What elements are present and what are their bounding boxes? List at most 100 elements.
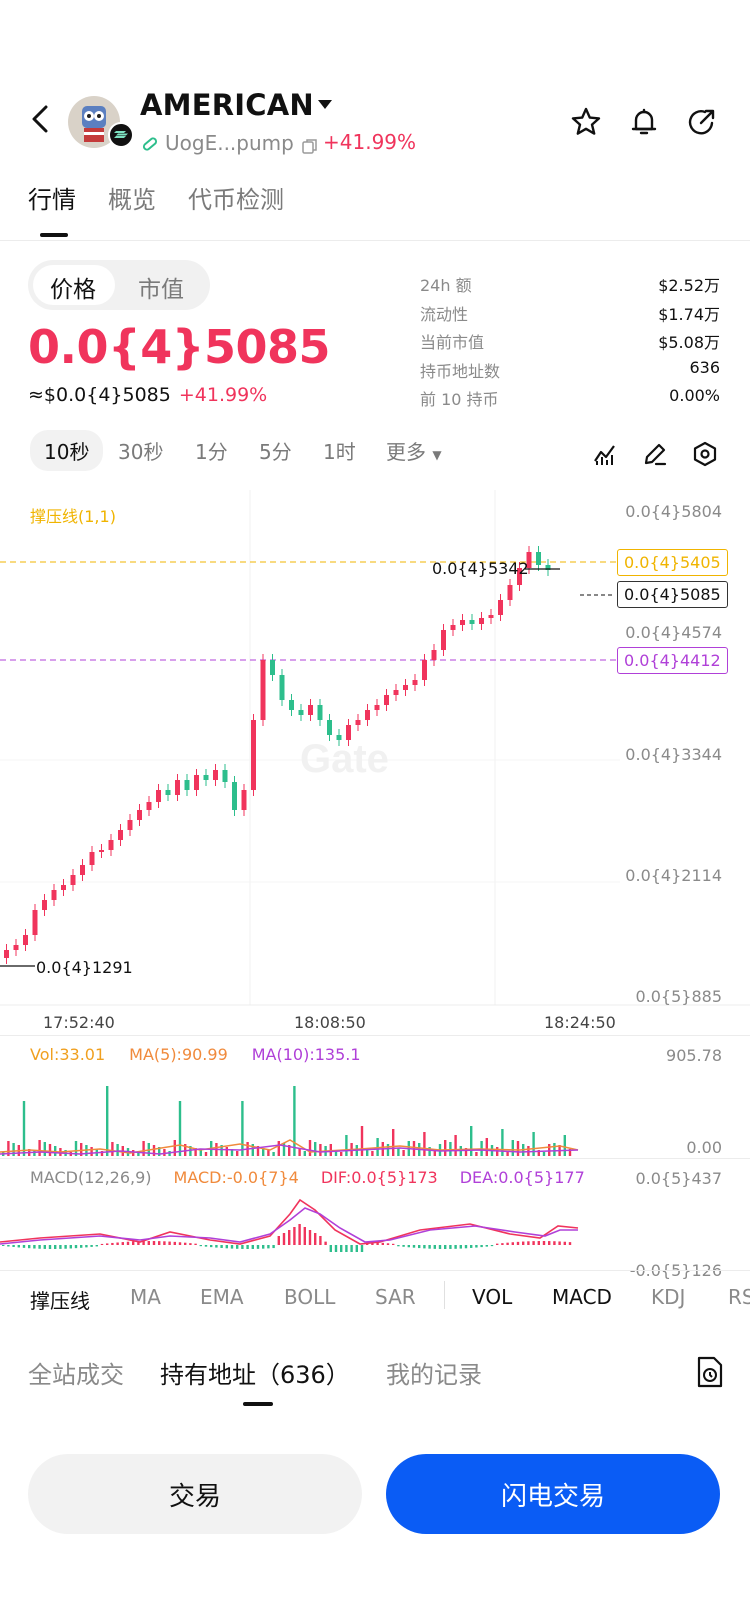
candle [450,625,456,630]
volume-bar [80,1143,83,1156]
candle [203,775,209,780]
macd-bar [563,1241,566,1245]
candle [89,852,95,865]
star-icon[interactable] [570,106,602,138]
ind-kdj[interactable]: KDJ [651,1285,686,1309]
volume-bar [251,1144,254,1156]
draw-pencil-icon[interactable] [642,441,668,467]
y-label: 0.0{5}885 [635,987,722,1006]
macd-bar [496,1243,499,1245]
share-icon[interactable] [686,106,718,138]
indicator-icon[interactable] [592,441,618,467]
candle [289,700,294,710]
macd-bar [444,1245,447,1249]
macd-bar [345,1245,348,1252]
macd-bar [350,1245,353,1252]
volume-chart [0,1086,579,1156]
tf-5m[interactable]: 5分 [259,440,292,464]
toggle-price[interactable]: 价格 [50,277,96,303]
ind-ema[interactable]: EMA [200,1285,244,1309]
volume-bar [553,1143,556,1156]
volume-bar [392,1129,395,1156]
stat-row: 前 10 持币 0.00% [420,386,720,415]
macd-bar [506,1242,509,1245]
ind-macd[interactable]: MACD [552,1285,612,1309]
trade-button[interactable]: 交易 [28,1454,362,1534]
macd-bar [28,1245,31,1249]
toggle-mcap[interactable]: 市值 [138,277,184,303]
divider [0,1035,750,1036]
caret-down-icon[interactable] [318,100,332,109]
tab-underline [40,233,68,237]
tab-all-trades[interactable]: 全站成交 [28,1361,124,1389]
macd-bar [106,1243,109,1245]
macd-bar [64,1245,67,1249]
volume-bar [345,1135,348,1156]
dea-value: DEA:0.0{5}177 [459,1168,585,1187]
back-icon[interactable] [26,104,56,134]
macd-bar [163,1241,166,1245]
copy-icon[interactable] [302,135,318,154]
volume-bar [7,1141,10,1156]
candle [393,690,399,695]
price-chart[interactable]: Gate [0,490,750,1050]
candle [23,935,28,945]
macd-bar [340,1245,343,1252]
volume-bar [334,1150,338,1156]
volume-bar [241,1101,244,1156]
usd-price-line: ≈$0.0{4}5085 +41.99% [28,384,267,406]
settings-hex-icon[interactable] [692,441,718,467]
tf-1m[interactable]: 1分 [195,440,228,464]
volume-bar [33,1151,36,1156]
tf-1h[interactable]: 1时 [323,440,356,464]
ind-vol[interactable]: VOL [472,1285,513,1309]
volume-bar [511,1140,514,1156]
price-toggle: 价格 市值 [28,260,210,310]
bell-icon[interactable] [628,106,660,138]
token-name[interactable]: AMERICAN [140,88,314,122]
macd-bar [548,1241,551,1245]
address-row[interactable]: UogE...pump [141,131,318,155]
macd-bar [178,1242,182,1245]
macd-bar [381,1242,384,1245]
ind-ma[interactable]: MA [130,1285,161,1309]
macd-bar [126,1241,130,1245]
macd-bar [272,1245,275,1249]
macd-bar [225,1245,228,1249]
flash-trade-button[interactable]: 闪电交易 [386,1454,720,1534]
tf-30s[interactable]: 30秒 [118,440,164,464]
volume-bar [464,1148,468,1156]
ind-sar[interactable]: SAR [375,1285,416,1309]
macd-bar [184,1242,187,1245]
caret-down-icon: ▼ [432,448,442,462]
volume-bar [506,1151,509,1156]
x-label: 18:24:50 [544,1013,616,1032]
volume-bar [111,1142,114,1156]
candle [222,770,228,782]
tf-more[interactable]: 更多 ▼ [386,436,442,465]
macd-bar [412,1245,416,1248]
tab-token-check[interactable]: 代币检测 [188,186,284,214]
tab-holders[interactable]: 持有地址（636） [160,1361,350,1389]
macd-chart [0,1198,579,1252]
record-doc-icon[interactable] [696,1356,724,1388]
macd-bar [376,1242,379,1245]
macd-bar [485,1245,488,1247]
ind-boll[interactable]: BOLL [284,1285,336,1309]
tf-10s[interactable]: 10秒 [30,430,104,471]
pill-icon [141,134,159,152]
tab-overview[interactable]: 概览 [108,186,156,214]
macd-bar [355,1245,358,1252]
macd-bar [522,1241,525,1245]
macd-bar [158,1241,161,1245]
ind-rsi[interactable]: RS [728,1285,750,1309]
volume-bar [194,1148,197,1156]
volume-bar [288,1145,291,1156]
tab-my-records[interactable]: 我的记录 [386,1361,482,1389]
macd-bar [475,1245,478,1248]
volume-bar [454,1135,457,1156]
macd-bar [246,1245,249,1249]
ind-sr[interactable]: 撑压线 [30,1289,90,1313]
tab-market[interactable]: 行情 [28,186,76,214]
candle [32,910,38,935]
